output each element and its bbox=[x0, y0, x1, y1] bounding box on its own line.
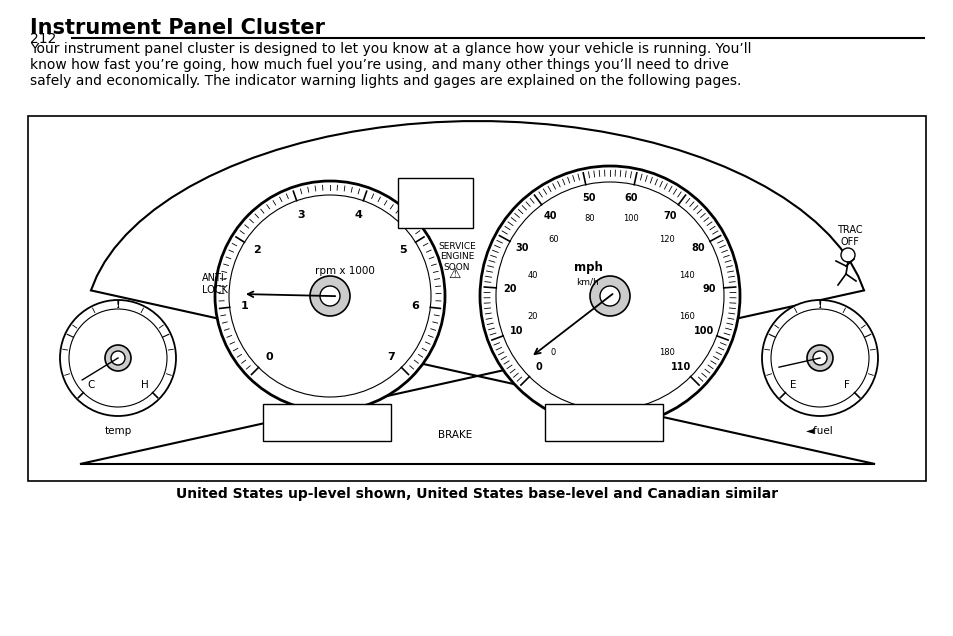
Text: 70: 70 bbox=[662, 211, 676, 221]
Bar bbox=[28, 116, 925, 481]
Text: 0: 0 bbox=[550, 348, 556, 357]
Text: 40: 40 bbox=[527, 271, 537, 280]
Circle shape bbox=[599, 286, 619, 306]
Circle shape bbox=[319, 286, 339, 306]
Circle shape bbox=[69, 309, 167, 407]
Text: temp: temp bbox=[104, 426, 132, 436]
Circle shape bbox=[105, 345, 131, 371]
Text: 160: 160 bbox=[679, 312, 695, 321]
Circle shape bbox=[589, 276, 629, 316]
Text: 80: 80 bbox=[583, 214, 594, 223]
Text: rpm x 1000: rpm x 1000 bbox=[314, 266, 375, 276]
Text: 110: 110 bbox=[670, 362, 690, 371]
Text: E: E bbox=[789, 380, 796, 390]
Circle shape bbox=[496, 182, 723, 410]
Circle shape bbox=[841, 248, 854, 262]
Text: know how fast you’re going, how much fuel you’re using, and many other things yo: know how fast you’re going, how much fue… bbox=[30, 58, 728, 72]
Text: 0: 0 bbox=[536, 362, 542, 371]
Text: United States up-level shown, United States base-level and Canadian similar: United States up-level shown, United Sta… bbox=[175, 487, 778, 501]
Text: 6: 6 bbox=[411, 301, 419, 310]
Text: km/h: km/h bbox=[576, 277, 598, 286]
Text: ◄fuel: ◄fuel bbox=[805, 426, 833, 436]
Circle shape bbox=[60, 300, 175, 416]
Text: 40: 40 bbox=[543, 211, 557, 221]
Text: ⚠: ⚠ bbox=[448, 267, 460, 281]
Circle shape bbox=[479, 166, 740, 426]
Text: !: ! bbox=[115, 300, 120, 310]
Bar bbox=[397, 178, 473, 228]
Bar bbox=[263, 404, 391, 441]
Text: 180: 180 bbox=[658, 348, 674, 357]
Text: 90: 90 bbox=[702, 284, 716, 294]
Text: 1: 1 bbox=[240, 301, 248, 310]
Text: Instrument Panel Cluster: Instrument Panel Cluster bbox=[30, 18, 325, 38]
Text: 60: 60 bbox=[548, 235, 558, 244]
Text: 50: 50 bbox=[581, 193, 595, 204]
Text: 140: 140 bbox=[679, 271, 695, 280]
Text: 100: 100 bbox=[693, 326, 713, 336]
Text: 30: 30 bbox=[515, 243, 528, 253]
Text: 100: 100 bbox=[622, 214, 638, 223]
Text: 80: 80 bbox=[690, 243, 704, 253]
Circle shape bbox=[310, 276, 350, 316]
Text: 0: 0 bbox=[265, 352, 273, 362]
Text: !: ! bbox=[817, 300, 821, 310]
Text: mph: mph bbox=[573, 261, 601, 275]
Text: 2: 2 bbox=[253, 245, 261, 255]
Text: H: H bbox=[141, 380, 149, 390]
Text: ANTI-
LOCK: ANTI- LOCK bbox=[202, 273, 228, 295]
Text: 120: 120 bbox=[658, 235, 674, 244]
Text: TRAC
OFF: TRAC OFF bbox=[837, 225, 862, 247]
Polygon shape bbox=[80, 121, 874, 464]
Text: SERVICE
ENGINE
SOON: SERVICE ENGINE SOON bbox=[437, 242, 476, 272]
Circle shape bbox=[806, 345, 832, 371]
Text: 7: 7 bbox=[387, 352, 395, 362]
Circle shape bbox=[229, 195, 431, 397]
Bar bbox=[544, 404, 662, 441]
Circle shape bbox=[770, 309, 868, 407]
Text: C: C bbox=[88, 380, 94, 390]
Text: 212: 212 bbox=[30, 32, 56, 46]
Circle shape bbox=[812, 351, 826, 365]
Circle shape bbox=[111, 351, 125, 365]
Text: 5: 5 bbox=[398, 245, 406, 255]
Text: 10: 10 bbox=[509, 326, 522, 336]
Text: F: F bbox=[843, 380, 849, 390]
Text: 60: 60 bbox=[624, 193, 638, 204]
Text: Your instrument panel cluster is designed to let you know at a glance how your v: Your instrument panel cluster is designe… bbox=[30, 42, 751, 56]
Circle shape bbox=[214, 181, 444, 411]
Text: 4: 4 bbox=[355, 210, 362, 220]
Text: safely and economically. The indicator warning lights and gages are explained on: safely and economically. The indicator w… bbox=[30, 74, 740, 88]
Text: 3: 3 bbox=[297, 210, 305, 220]
Text: BRAKE: BRAKE bbox=[437, 430, 472, 440]
Circle shape bbox=[761, 300, 877, 416]
Text: 20: 20 bbox=[503, 284, 517, 294]
Text: 20: 20 bbox=[527, 312, 537, 321]
